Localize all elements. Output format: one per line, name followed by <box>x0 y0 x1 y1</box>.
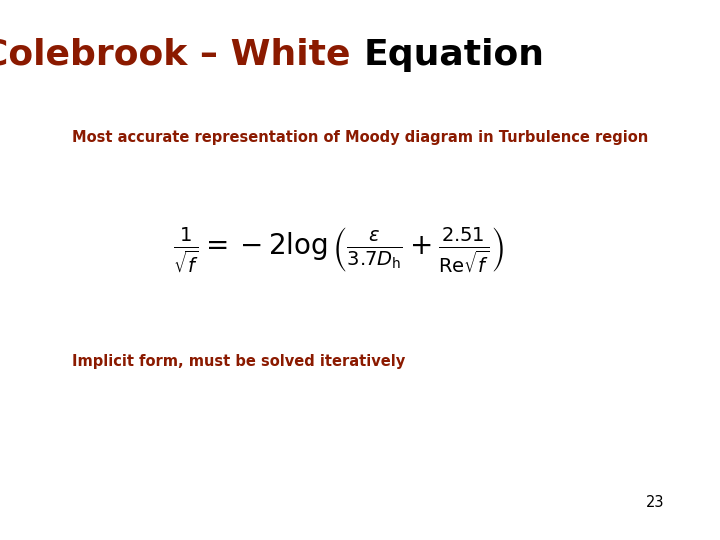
Text: Most accurate representation of Moody diagram in Turbulence region: Most accurate representation of Moody di… <box>72 130 648 145</box>
Text: Equation: Equation <box>364 38 544 72</box>
Text: Colebrook – White: Colebrook – White <box>0 38 364 72</box>
Text: $\frac{1}{\sqrt{f}} = -2 \log \left( \frac{\varepsilon}{3.7D_{\mathrm{h}}} + \fr: $\frac{1}{\sqrt{f}} = -2 \log \left( \fr… <box>173 226 504 276</box>
Text: 23: 23 <box>646 495 665 510</box>
Text: Implicit form, must be solved iteratively: Implicit form, must be solved iterativel… <box>72 354 405 369</box>
